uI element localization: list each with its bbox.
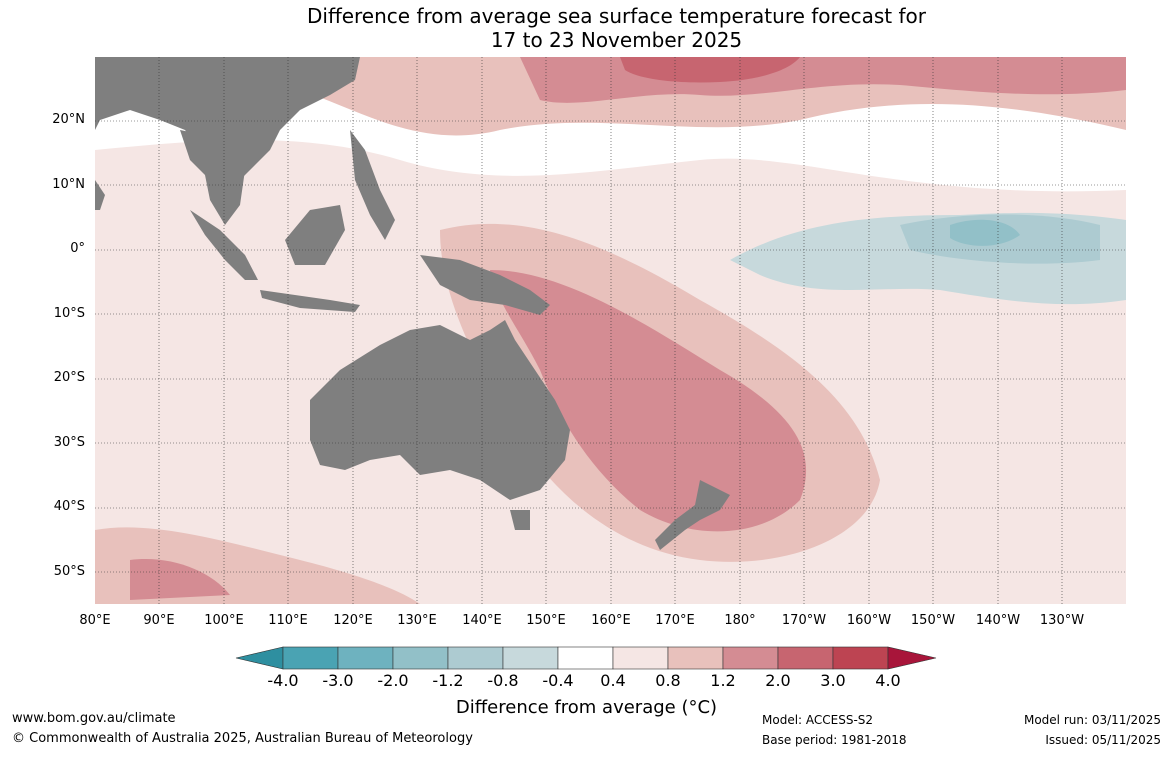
lat-label: 30°S (53, 435, 85, 450)
colorbar-tick: -2.0 (377, 671, 409, 690)
land-new-zealand (655, 480, 730, 550)
anomaly-region-equatorial-cool-strong (950, 219, 1020, 246)
land-new-guinea (420, 255, 550, 315)
colorbar-tick: -4.0 (267, 671, 299, 690)
lon-label: 150°E (526, 613, 566, 628)
lon-label: 100°E (204, 613, 244, 628)
colorbar-segment (722, 646, 779, 670)
colorbar-arrow-min (235, 646, 284, 670)
colorbar (235, 646, 937, 670)
colorbar-tick: 3.0 (820, 671, 846, 690)
anomaly-region-north-strong (620, 57, 800, 83)
colorbar-tick: -1.2 (432, 671, 464, 690)
model-run-date: Model run: 03/11/2025 (1023, 713, 1161, 727)
land-tasmania (510, 510, 530, 530)
title-line-1: Difference from average sea surface temp… (306, 4, 926, 28)
colorbar-tick: 2.0 (765, 671, 791, 690)
colorbar-tick: 0.8 (655, 671, 681, 690)
land-indochina (180, 130, 245, 225)
lon-label: 150°W (910, 613, 956, 628)
issued-date: Issued: 05/11/2025 (1045, 733, 1161, 747)
lon-label: 160°W (846, 613, 892, 628)
model-name: Model: ACCESS-S2 (762, 713, 874, 727)
colorbar-segment (777, 646, 834, 670)
colorbar-segment (392, 646, 449, 670)
lon-label: 180° (724, 613, 756, 628)
lon-label: 140°W (975, 613, 1021, 628)
gridlines (95, 57, 1126, 604)
colorbar-tick: -3.0 (322, 671, 354, 690)
land-sri-lanka-india (95, 180, 105, 210)
anomaly-region-south-warm-moderate (130, 559, 230, 600)
lon-label: 170°W (781, 613, 827, 628)
lat-label: 40°S (53, 499, 85, 514)
lon-label: 130°E (397, 613, 437, 628)
lat-label: 50°S (53, 564, 85, 579)
colorbar-segment (612, 646, 669, 670)
colorbar-tick: 0.4 (600, 671, 626, 690)
colorbar-label: Difference from average (°C) (455, 697, 718, 718)
lat-label: 10°N (52, 177, 85, 192)
lat-label: 10°S (53, 306, 85, 321)
colorbar-tick: 4.0 (875, 671, 901, 690)
land-java (260, 290, 360, 312)
website-link[interactable]: www.bom.gov.au/climate (12, 711, 176, 726)
lon-label: 130°W (1039, 613, 1085, 628)
title-line-2: 17 to 23 November 2025 (490, 28, 743, 52)
lat-label: 0° (70, 241, 85, 256)
colorbar-segment (282, 646, 339, 670)
colorbar-tick: -0.4 (542, 671, 574, 690)
colorbar-arrow-max (887, 646, 937, 670)
lat-label: 20°S (53, 370, 85, 385)
land-sumatra (190, 210, 258, 280)
colorbar-segment (337, 646, 394, 670)
lon-label: 160°E (591, 613, 631, 628)
colorbar-segment (447, 646, 504, 670)
map-title: Difference from average sea surface temp… (0, 4, 1173, 52)
colorbar-segment (557, 646, 614, 670)
lon-label: 110°E (268, 613, 308, 628)
colorbar-tick: -0.8 (487, 671, 519, 690)
anomaly-region-south-pacific-moderate (490, 270, 807, 532)
lat-label: 20°N (52, 112, 85, 127)
colorbar-segment (667, 646, 724, 670)
lon-label: 170°E (655, 613, 695, 628)
lon-label: 140°E (462, 613, 502, 628)
land-australia (310, 320, 570, 500)
land-philippines (350, 130, 395, 240)
colorbar-segment (502, 646, 559, 670)
lon-label: 80°E (79, 613, 111, 628)
colorbar-tick: 1.2 (710, 671, 736, 690)
copyright-text: © Commonwealth of Australia 2025, Austra… (12, 731, 473, 746)
colorbar-segment (832, 646, 889, 670)
base-period: Base period: 1981-2018 (762, 733, 907, 747)
lon-label: 90°E (143, 613, 175, 628)
lon-label: 120°E (333, 613, 373, 628)
